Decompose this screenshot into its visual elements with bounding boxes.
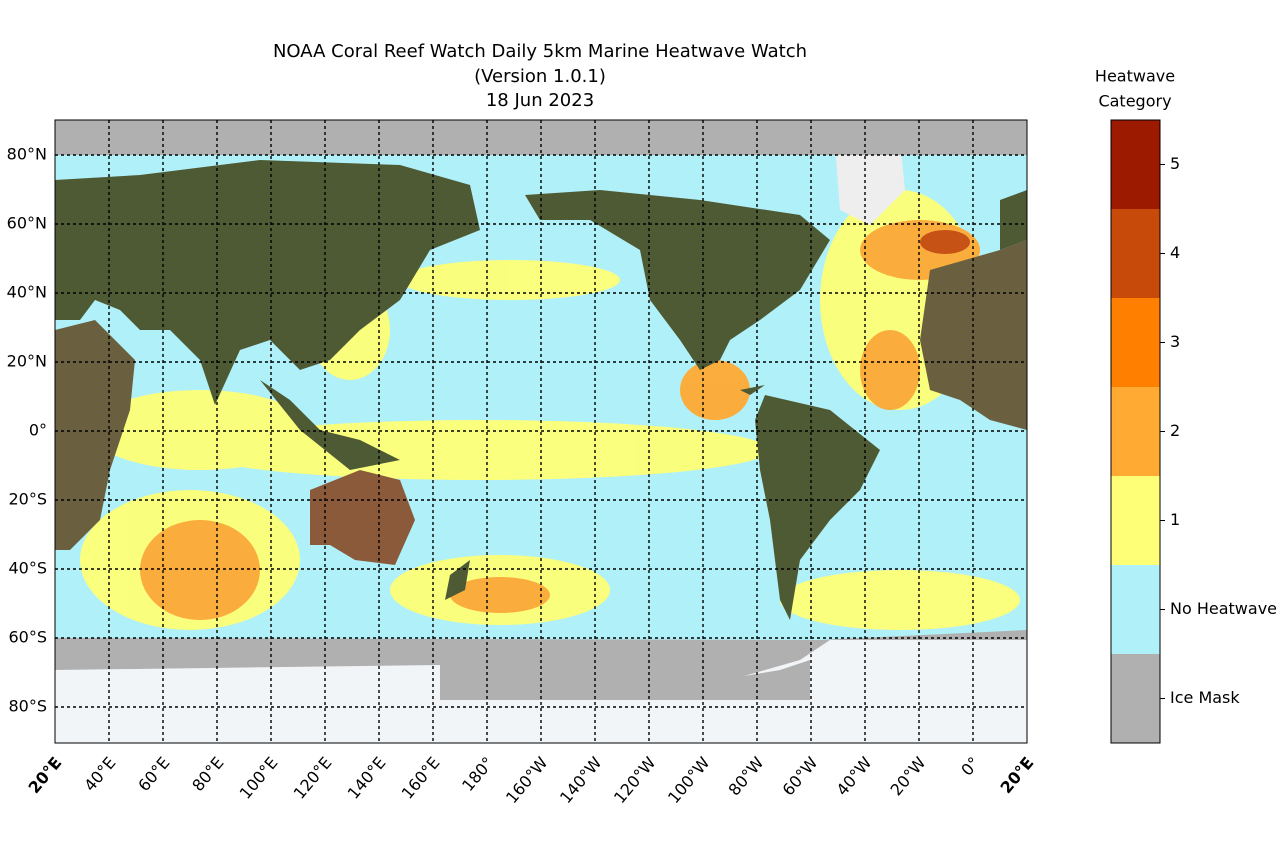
lon-label: 20°W [887, 753, 930, 799]
graticule [55, 120, 1027, 743]
lon-label: 80°E [188, 753, 227, 795]
lon-label: 20°E [24, 753, 65, 797]
colorbar-label: 2 [1170, 421, 1180, 440]
lon-label: 60°W [779, 753, 822, 799]
map-frame [54, 119, 1028, 744]
lon-label: 140°E [344, 753, 390, 802]
lat-label: 80°S [8, 697, 47, 716]
colorbar-band [1111, 120, 1160, 209]
lon-label: 140°W [556, 753, 606, 807]
lon-label: 80°W [725, 753, 768, 799]
land [55, 160, 1027, 620]
lon-label: 160°E [398, 753, 444, 802]
colorbar-band [1111, 654, 1160, 743]
colorbar-label: 5 [1170, 154, 1180, 173]
colorbar-label: 4 [1170, 243, 1180, 262]
lon-label: 40°W [833, 753, 876, 799]
colorbar-band [1111, 387, 1160, 476]
lon-label: 60°E [134, 753, 173, 795]
legend-title: Heatwave [1095, 67, 1175, 86]
antarctica [55, 640, 1027, 743]
colorbar-band [1111, 476, 1160, 565]
lon-label: 40°E [80, 753, 119, 795]
ice-shelf [440, 660, 810, 700]
lat-label: 20°S [8, 490, 47, 509]
heatwave-areas [80, 190, 1020, 630]
greenland [835, 140, 905, 225]
legend-title: Category [1098, 92, 1171, 111]
colorbar-band [1111, 298, 1160, 387]
colorbar-label: 3 [1170, 332, 1180, 351]
arctic-ice [55, 120, 1027, 155]
colorbar-label: Ice Mask [1170, 688, 1240, 707]
lon-label: 120°W [610, 753, 660, 807]
lat-label: 80°N [7, 145, 47, 164]
title-line: (Version 1.0.1) [474, 66, 606, 87]
title-block: NOAA Coral Reef Watch Daily 5km Marine H… [273, 41, 807, 111]
colorbar-frame [1110, 119, 1161, 744]
lon-label: 160°W [502, 753, 552, 807]
colorbar-band [1111, 209, 1160, 298]
map [55, 120, 1027, 743]
lat-label: 60°S [8, 628, 47, 647]
lon-label: 100°W [664, 753, 714, 807]
lon-label: 120°E [290, 753, 336, 802]
colorbar: 5 4 3 2 1 No Heatwave Ice Mask [1110, 119, 1277, 744]
lon-label: 100°E [236, 753, 282, 802]
colorbar-label: 1 [1170, 510, 1180, 529]
colorbar-label: No Heatwave [1170, 599, 1277, 618]
title-line: NOAA Coral Reef Watch Daily 5km Marine H… [273, 41, 807, 62]
lon-label: 0° [957, 753, 983, 779]
lat-label: 40°S [8, 559, 47, 578]
colorbar-band [1111, 565, 1160, 654]
lat-label: 0° [29, 421, 47, 440]
lat-label: 60°N [7, 214, 47, 233]
lon-label: 180° [458, 753, 497, 795]
lat-label: 40°N [7, 283, 47, 302]
lat-label: 20°N [7, 352, 47, 371]
lon-label: 20°E [996, 753, 1037, 797]
title-line: 18 Jun 2023 [486, 90, 594, 111]
